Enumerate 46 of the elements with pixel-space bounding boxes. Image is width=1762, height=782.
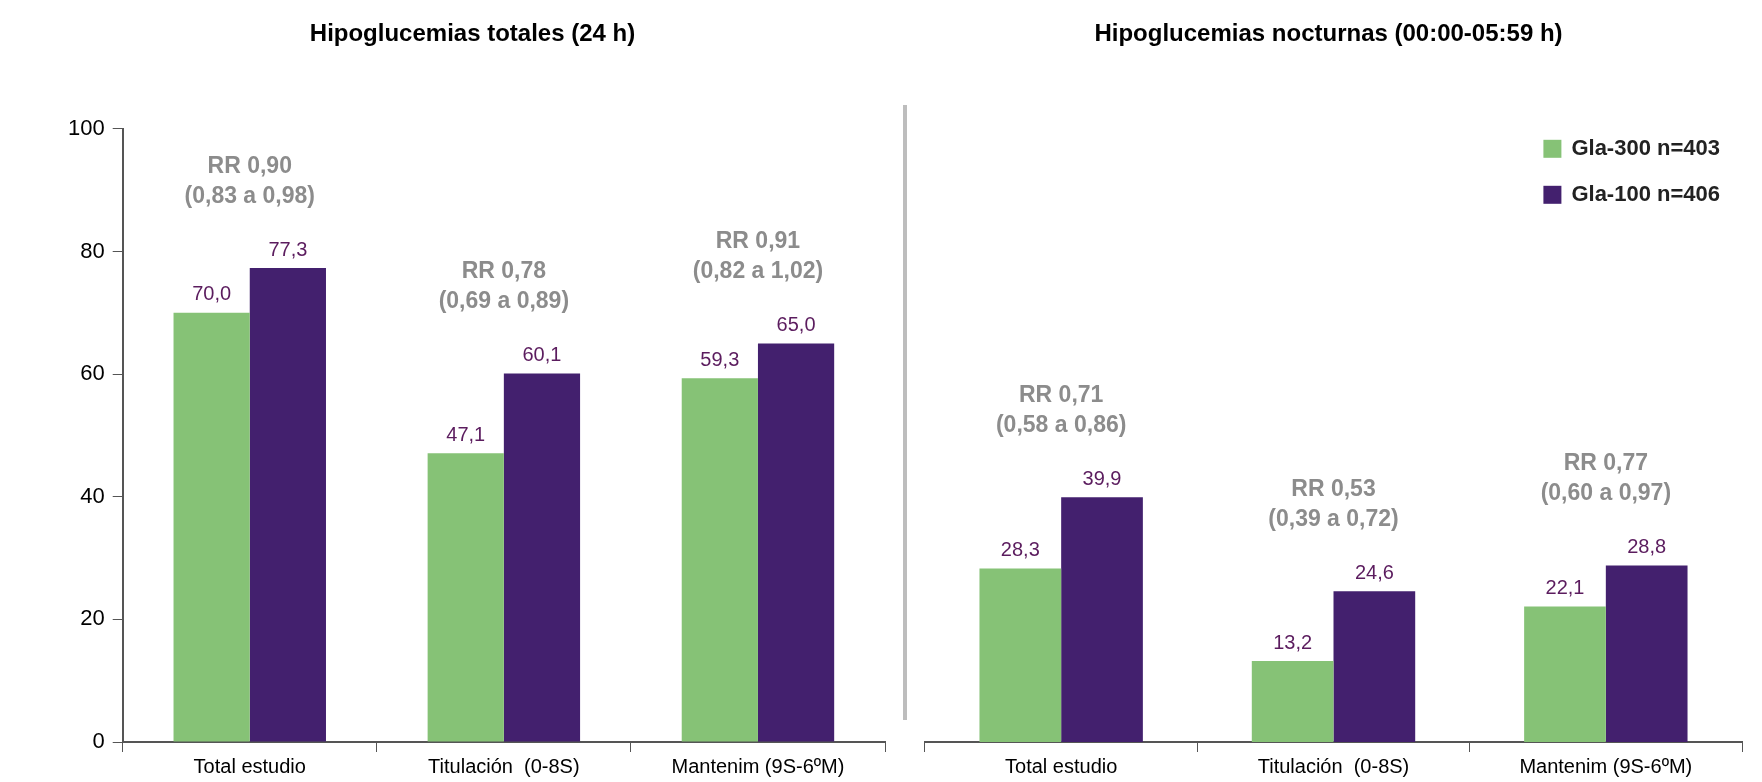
data-label: 24,6: [1354, 560, 1394, 583]
y-tick-label: 80: [80, 237, 105, 263]
bar: [1251, 661, 1334, 742]
bar: [979, 568, 1062, 742]
y-tick-label: 40: [80, 482, 105, 508]
annotation: RR 0,91 (0,82 a 1,02): [692, 227, 824, 284]
y-tick-label: 0: [92, 728, 105, 754]
bar: [1524, 606, 1606, 742]
annotation: RR 0,78 (0,69 a 0,89): [438, 257, 570, 314]
x-tick-label: Titulación (0-8S): [1257, 754, 1410, 777]
annotation: RR 0,90 (0,83 a 0,98): [184, 151, 315, 208]
data-label: 60,1: [522, 342, 562, 365]
x-tick-label: Total estudio: [1005, 754, 1118, 777]
bar: [681, 378, 758, 742]
data-label: 13,2: [1273, 630, 1313, 653]
bar: [249, 268, 326, 742]
data-label: 77,3: [268, 237, 308, 260]
y-tick-label: 100: [67, 114, 105, 140]
y-tick-label: 20: [80, 605, 105, 631]
data-label: 28,3: [1000, 537, 1040, 560]
data-label: 65,0: [776, 312, 816, 335]
data-label: 39,9: [1082, 466, 1122, 489]
data-label: 47,1: [446, 422, 486, 445]
bar: [1333, 591, 1416, 742]
data-label: 59,3: [700, 347, 740, 370]
x-tick-label: Mantenim (9S-6ºM): [1519, 754, 1693, 777]
annotation: RR 0,53 (0,39 a 0,72): [1268, 475, 1399, 531]
bar: [1061, 497, 1143, 742]
x-tick-label: Titulación (0-8S): [428, 754, 580, 777]
x-tick-label: Mantenim (9S-6ºM): [671, 754, 845, 777]
bar: [503, 373, 581, 742]
y-tick-label: 60: [80, 360, 105, 386]
bar: [757, 343, 835, 742]
legend-label: Gla-100 n=406: [1571, 180, 1721, 206]
bar: [173, 312, 250, 742]
legend-label: Gla-300 n=403: [1571, 134, 1721, 160]
annotation: RR 0,71 (0,58 a 0,86): [995, 381, 1127, 438]
data-label: 28,8: [1627, 534, 1667, 557]
bar: [1605, 565, 1688, 742]
bar: [427, 453, 504, 742]
annotation: RR 0,77 (0,60 a 0,97): [1540, 449, 1672, 506]
x-tick-label: Total estudio: [193, 754, 306, 777]
chart-title: Hipoglucemias nocturnas (00:00-05:59 h): [1094, 19, 1563, 47]
chart-title: Hipoglucemias totales (24 h): [309, 19, 636, 47]
data-label: 70,0: [192, 282, 232, 305]
data-label: 22,1: [1545, 576, 1585, 598]
